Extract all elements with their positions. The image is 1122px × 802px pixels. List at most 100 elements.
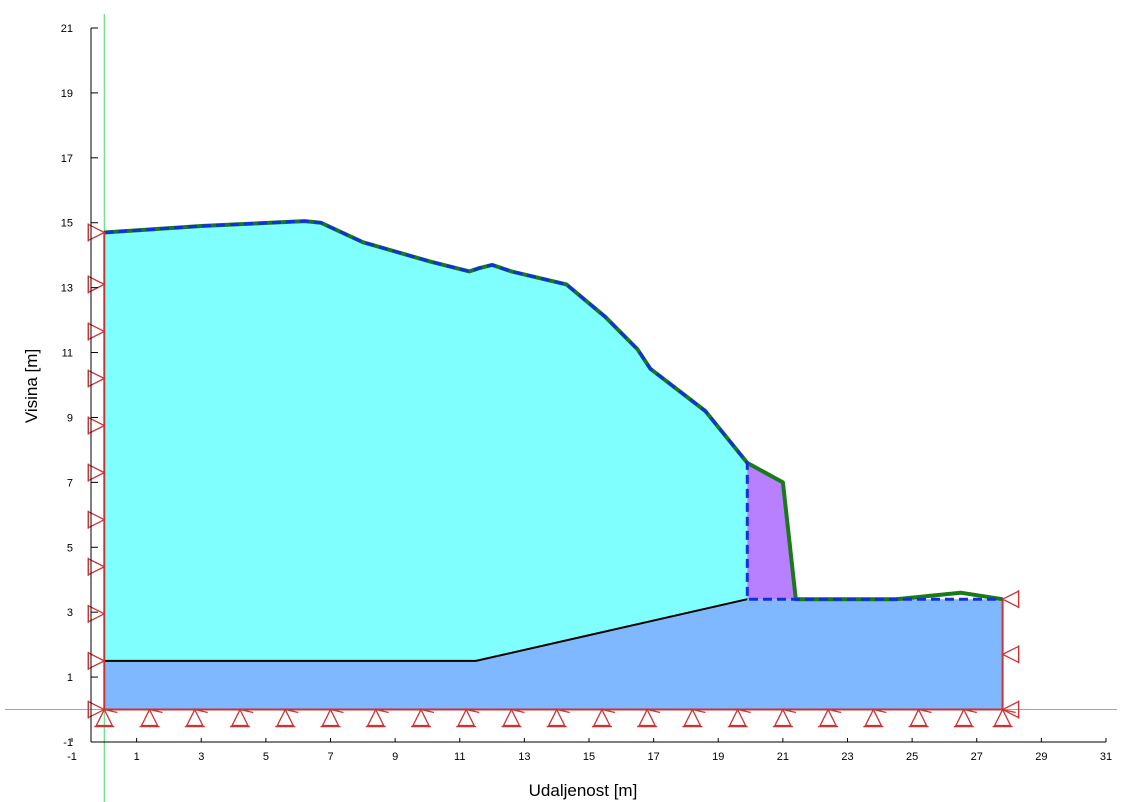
- support-triangle: [773, 708, 792, 727]
- y-tick-label: 19: [61, 88, 73, 100]
- support-hatch: [647, 708, 661, 714]
- x-tick-label: 29: [1035, 751, 1047, 763]
- bottom-support-11: [591, 708, 616, 728]
- support-triangle: [230, 708, 250, 727]
- bottom-support-20: [992, 708, 1016, 728]
- bottom-support-18: [908, 708, 932, 728]
- bottom-support-15: [772, 708, 797, 728]
- support-triangle: [993, 708, 1012, 727]
- bottom-support-17: [863, 708, 887, 728]
- left-support-9: [87, 275, 106, 294]
- left-support-0: [87, 700, 106, 719]
- support-hatch: [1002, 708, 1016, 714]
- support-hatch: [918, 708, 932, 714]
- y-tick-label: 7: [67, 477, 73, 489]
- left-support-8: [87, 322, 106, 341]
- x-tick-label: 5: [263, 751, 269, 763]
- support-hatch: [737, 708, 751, 714]
- boundary-supports: [87, 223, 1020, 728]
- support-hatch: [827, 708, 842, 714]
- left-support-6: [87, 416, 106, 435]
- bottom-support-1: [139, 708, 163, 728]
- x-tick-label: 13: [518, 751, 530, 763]
- soil-regions: [104, 221, 1003, 710]
- left-support-4: [87, 510, 106, 529]
- x-tick-label: 9: [392, 751, 398, 763]
- support-triangle: [638, 708, 657, 727]
- y-tick-label: 9: [67, 412, 73, 424]
- x-tick-label: 21: [777, 751, 789, 763]
- support-triangle: [411, 708, 431, 727]
- support-triangle: [502, 708, 521, 727]
- support-triangle: [683, 708, 702, 727]
- boundary-line-2: [104, 598, 748, 662]
- x-tick-label: 19: [712, 751, 724, 763]
- y-tick-label: -1: [63, 737, 73, 749]
- axes: -1 1 3 5 7 9 11 13 15 17 19 21 23 25 27 29 31-1135791113…: [61, 23, 1112, 763]
- y-tick-label: 5: [67, 542, 73, 554]
- bottom-support-19: [953, 708, 977, 728]
- x-tick-label: 27: [971, 751, 983, 763]
- support-triangle: [366, 708, 385, 727]
- left-support-3: [87, 557, 106, 576]
- y-tick-label: 1: [67, 672, 73, 684]
- support-triangle: [864, 708, 883, 727]
- bottom-support-6: [365, 708, 389, 728]
- x-tick-label: 15: [583, 751, 595, 763]
- left-support-2: [87, 604, 106, 623]
- support-hatch: [963, 708, 977, 714]
- y-tick-label: 15: [61, 218, 73, 230]
- x-tick-label: -1: [67, 751, 77, 763]
- x-tick-label: 31: [1100, 751, 1112, 763]
- left-support-7: [87, 369, 106, 388]
- y-tick-label: 17: [61, 153, 73, 165]
- support-hatch: [285, 708, 299, 714]
- support-hatch: [194, 708, 208, 714]
- support-hatch: [466, 708, 480, 714]
- soil-region-0: [104, 599, 1003, 710]
- bottom-support-7: [410, 708, 435, 728]
- support-triangle: [321, 708, 340, 727]
- bottom-support-4: [275, 708, 299, 728]
- bottom-support-0: [94, 708, 118, 728]
- bottom-support-3: [230, 708, 254, 728]
- support-triangle: [276, 708, 295, 727]
- support-triangle: [547, 708, 566, 727]
- support-hatch: [556, 708, 570, 714]
- support-hatch: [601, 708, 616, 714]
- y-tick-label: 13: [61, 283, 73, 295]
- support-hatch: [873, 708, 887, 714]
- x-axis-label: Udaljenost [m]: [529, 781, 638, 800]
- bottom-support-2: [184, 708, 208, 728]
- left-support-10: [87, 223, 106, 242]
- support-hatch: [420, 708, 435, 714]
- support-hatch: [104, 708, 118, 714]
- bottom-support-12: [637, 708, 661, 728]
- support-triangle: [95, 708, 114, 727]
- bottom-support-5: [320, 708, 344, 728]
- support-hatch: [692, 708, 706, 714]
- x-tick-label: 25: [906, 751, 918, 763]
- support-hatch: [375, 708, 389, 714]
- support-hatch: [511, 708, 525, 714]
- x-tick-label: 11: [454, 751, 465, 763]
- support-triangle: [185, 708, 204, 727]
- bottom-support-13: [682, 708, 706, 728]
- y-tick-label: 3: [67, 607, 73, 619]
- support-triangle: [819, 708, 838, 727]
- bottom-support-8: [456, 708, 480, 728]
- support-triangle: [1001, 645, 1020, 664]
- x-tick-label: 23: [841, 751, 853, 763]
- support-triangle: [954, 708, 973, 727]
- x-tick-label: 1: [134, 751, 140, 763]
- support-triangle: [728, 708, 747, 727]
- y-tick-label: 11: [62, 348, 73, 360]
- right-support-1: [1001, 645, 1020, 664]
- support-hatch: [149, 708, 163, 714]
- x-tick-label: 7: [327, 751, 333, 763]
- support-hatch: [239, 708, 254, 714]
- boundary-line-1: [104, 219, 1003, 601]
- support-triangle: [140, 708, 159, 727]
- support-hatch: [330, 708, 344, 714]
